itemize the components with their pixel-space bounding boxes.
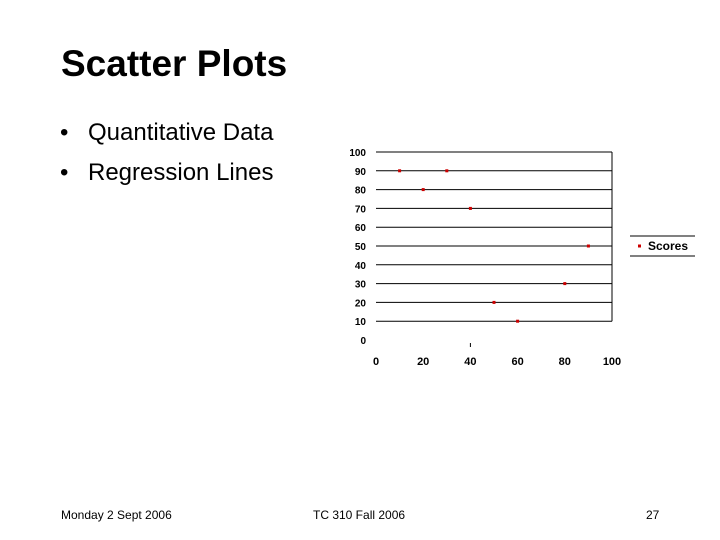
bullet-marker: •: [60, 119, 69, 146]
bullet-marker: •: [60, 159, 69, 186]
x-tick-label: 100: [603, 356, 621, 368]
y-tick-label: 50: [355, 242, 367, 253]
y-tick-label: 0: [360, 336, 366, 347]
data-point: [468, 206, 472, 210]
scatter-chart: 0 10 20 30 40 50 60 70 80 90 100 0 20 40 60 80 100 Scores: [330, 136, 710, 376]
x-tick-label: 20: [417, 356, 429, 368]
y-tick-label: 100: [349, 148, 366, 159]
y-tick-label: 80: [355, 186, 367, 197]
x-tick-label: 80: [559, 356, 571, 368]
legend-label: Scores: [648, 239, 688, 253]
scatter-chart-svg: 0 10 20 30 40 50 60 70 80 90 100 0 20 40 60 80 100 Scores: [349, 148, 695, 368]
y-tick-label: 10: [355, 317, 367, 328]
bullet-text: Regression Lines: [88, 159, 274, 186]
data-point: [516, 319, 520, 323]
footer-course: TC 310 Fall 2006: [313, 508, 406, 522]
x-tick-label: 40: [464, 356, 476, 368]
y-tick-label: 30: [355, 280, 367, 291]
slide-title: Scatter Plots: [61, 43, 288, 84]
footer-page-number: 27: [646, 508, 660, 522]
bullet-item: • Regression Lines: [60, 160, 273, 186]
y-tick-label: 70: [355, 204, 367, 215]
legend-marker: [638, 244, 641, 248]
x-tick-label: 0: [373, 356, 379, 368]
data-point: [563, 282, 567, 286]
footer-date: Monday 2 Sept 2006: [61, 508, 172, 522]
data-point: [492, 300, 496, 304]
x-tick-label: 60: [511, 356, 523, 368]
data-point: [445, 169, 449, 173]
y-tick-label: 60: [355, 223, 367, 234]
bullet-text: Quantitative Data: [88, 119, 274, 146]
y-tick-label: 20: [355, 298, 367, 309]
bullet-item: • Quantitative Data: [60, 120, 273, 146]
data-point: [586, 244, 590, 248]
bullet-list: • Quantitative Data • Regression Lines: [60, 120, 273, 200]
y-tick-label: 40: [355, 261, 367, 272]
data-point: [421, 188, 425, 192]
data-point: [398, 169, 402, 173]
y-tick-label: 90: [355, 167, 367, 178]
